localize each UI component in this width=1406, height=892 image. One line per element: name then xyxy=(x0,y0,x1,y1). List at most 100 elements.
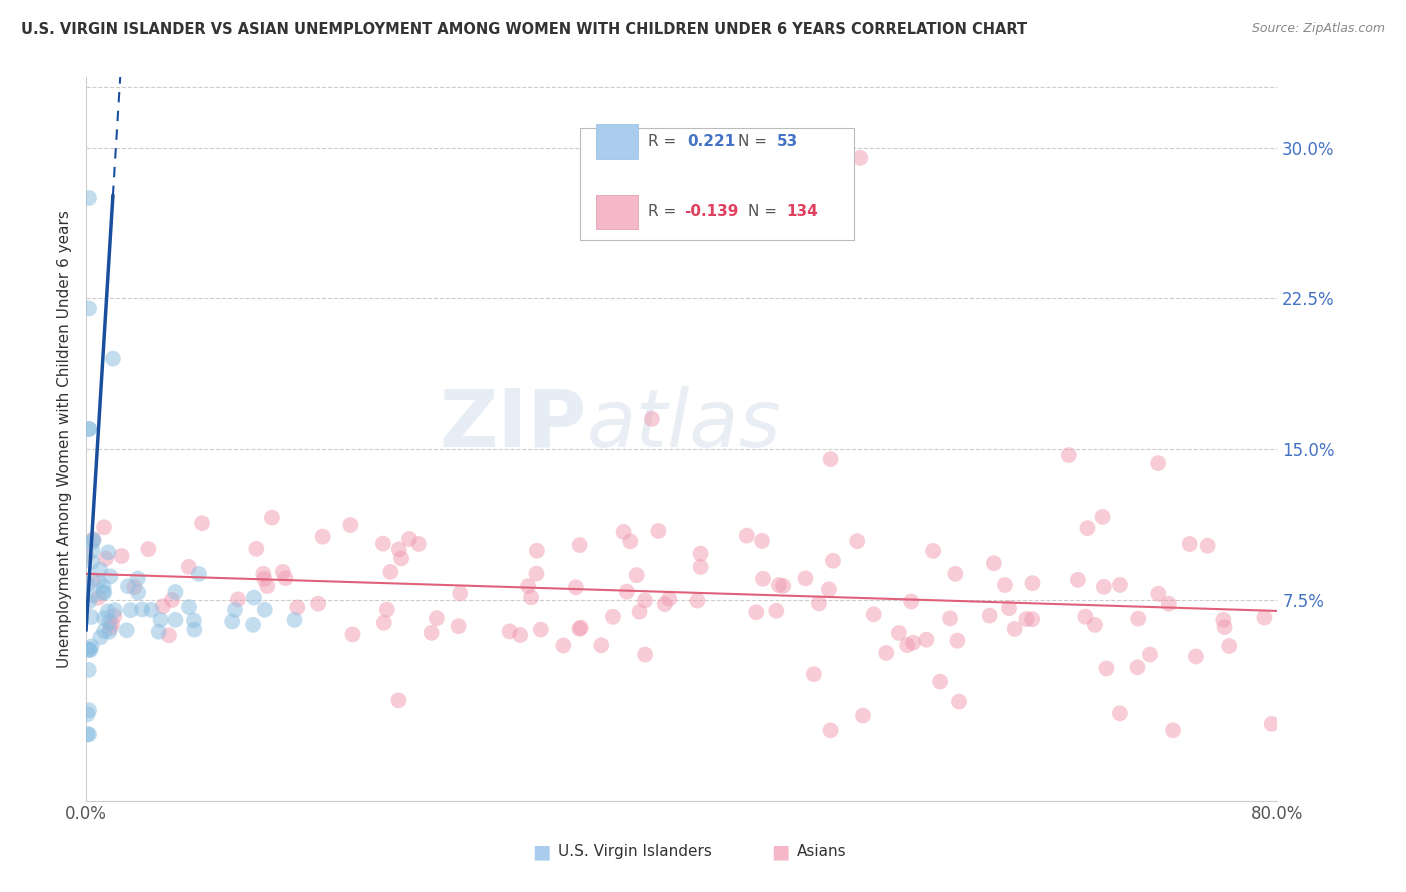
Point xyxy=(77,643,100,657)
Point xyxy=(735,528,758,542)
Text: ■: ■ xyxy=(770,842,790,862)
Point xyxy=(1157,597,1180,611)
Point xyxy=(97,604,120,618)
Point xyxy=(80,555,103,569)
Point xyxy=(526,543,548,558)
Point xyxy=(83,573,105,587)
Point xyxy=(948,695,970,709)
Point xyxy=(626,568,648,582)
Point xyxy=(398,532,420,546)
Point xyxy=(616,584,638,599)
Point xyxy=(93,611,115,625)
Point xyxy=(104,603,127,617)
Point xyxy=(568,538,591,552)
Point xyxy=(569,621,592,635)
Point xyxy=(983,556,1005,570)
Point xyxy=(177,600,200,615)
Point xyxy=(1253,610,1275,624)
Point xyxy=(77,727,100,741)
Point xyxy=(94,551,117,566)
Point xyxy=(183,623,205,637)
Point xyxy=(253,572,276,586)
Point xyxy=(613,524,636,539)
Point xyxy=(526,566,548,581)
Point xyxy=(1057,448,1080,462)
Text: 134: 134 xyxy=(786,204,818,219)
Point xyxy=(1178,537,1201,551)
Point xyxy=(1147,587,1170,601)
Point xyxy=(772,579,794,593)
Point xyxy=(946,633,969,648)
Point xyxy=(97,545,120,559)
Point xyxy=(887,626,910,640)
Text: atlas: atlas xyxy=(586,385,782,464)
Point xyxy=(80,588,103,602)
Point xyxy=(339,518,361,533)
Point xyxy=(77,663,100,677)
Point xyxy=(148,624,170,639)
Point xyxy=(100,621,122,635)
Point xyxy=(765,604,787,618)
Point xyxy=(530,623,553,637)
Point xyxy=(226,592,249,607)
Point xyxy=(77,422,100,436)
Point xyxy=(1128,612,1150,626)
Point xyxy=(686,593,709,607)
Point xyxy=(1084,618,1107,632)
Point xyxy=(1076,521,1098,535)
Point xyxy=(634,648,657,662)
Point xyxy=(165,585,187,599)
Point xyxy=(380,565,402,579)
Point xyxy=(689,547,711,561)
Point xyxy=(945,566,967,581)
Point xyxy=(922,544,945,558)
Point xyxy=(900,594,922,608)
Text: R =: R = xyxy=(648,204,682,219)
FancyBboxPatch shape xyxy=(596,125,637,159)
Point xyxy=(127,585,149,599)
Point xyxy=(283,613,305,627)
Point xyxy=(998,601,1021,615)
Point xyxy=(149,613,172,627)
Point xyxy=(862,607,884,622)
Point xyxy=(1095,661,1118,675)
Point xyxy=(89,630,111,644)
Text: U.S. Virgin Islanders: U.S. Virgin Islanders xyxy=(558,845,711,859)
Point xyxy=(82,533,104,547)
Point xyxy=(449,586,471,600)
Text: 53: 53 xyxy=(778,135,799,149)
Point xyxy=(243,591,266,605)
Point xyxy=(77,301,100,316)
Point xyxy=(120,603,142,617)
Point xyxy=(1092,580,1115,594)
Point xyxy=(619,534,641,549)
Point xyxy=(307,597,329,611)
Point xyxy=(79,643,101,657)
Text: Source: ZipAtlas.com: Source: ZipAtlas.com xyxy=(1251,22,1385,36)
Point xyxy=(253,603,276,617)
Point xyxy=(803,667,825,681)
Point xyxy=(93,624,115,639)
Point xyxy=(98,615,121,629)
Point xyxy=(1126,660,1149,674)
Point xyxy=(387,693,409,707)
Point xyxy=(1091,510,1114,524)
Point xyxy=(1004,622,1026,636)
Point xyxy=(846,534,869,549)
Point xyxy=(83,533,105,547)
Point xyxy=(994,578,1017,592)
Point xyxy=(311,530,333,544)
Point xyxy=(242,617,264,632)
Point xyxy=(93,585,115,599)
Point xyxy=(117,579,139,593)
Point xyxy=(82,543,104,558)
Point xyxy=(1074,609,1097,624)
Point xyxy=(157,628,180,642)
Text: U.S. VIRGIN ISLANDER VS ASIAN UNEMPLOYMENT AMONG WOMEN WITH CHILDREN UNDER 6 YEA: U.S. VIRGIN ISLANDER VS ASIAN UNEMPLOYME… xyxy=(21,22,1028,37)
Point xyxy=(183,614,205,628)
Point xyxy=(408,537,430,551)
Point xyxy=(634,593,657,607)
Point xyxy=(1213,620,1236,634)
Point xyxy=(80,640,103,654)
Text: R =: R = xyxy=(648,135,682,149)
